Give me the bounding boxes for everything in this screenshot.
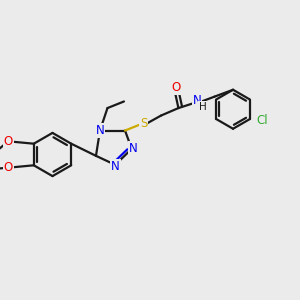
Text: H: H xyxy=(199,102,206,112)
Text: S: S xyxy=(140,117,147,130)
Text: O: O xyxy=(4,135,13,148)
Text: N: N xyxy=(111,160,120,173)
Text: O: O xyxy=(171,81,180,94)
Text: N: N xyxy=(96,124,104,137)
Text: Cl: Cl xyxy=(256,114,268,127)
Text: N: N xyxy=(193,94,201,107)
Text: O: O xyxy=(4,161,13,174)
Text: N: N xyxy=(129,142,138,155)
